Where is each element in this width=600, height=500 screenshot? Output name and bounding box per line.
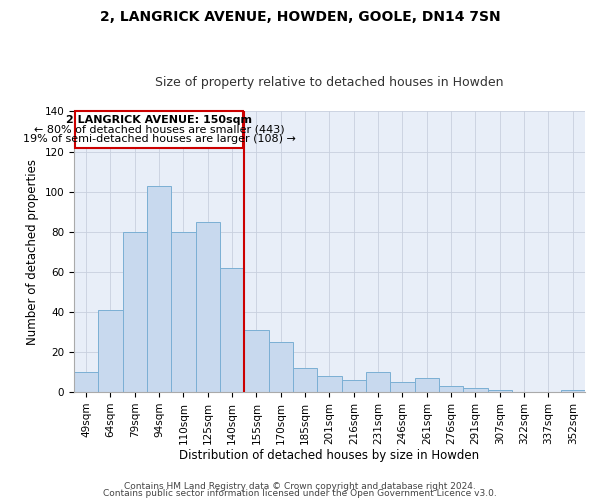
Bar <box>293 368 317 392</box>
Bar <box>171 232 196 392</box>
Bar <box>74 372 98 392</box>
Bar <box>269 342 293 392</box>
Text: 19% of semi-detached houses are larger (108) →: 19% of semi-detached houses are larger (… <box>23 134 296 143</box>
Bar <box>439 386 463 392</box>
Bar <box>196 222 220 392</box>
Bar <box>317 376 341 392</box>
Bar <box>122 232 147 392</box>
Bar <box>98 310 122 392</box>
Text: Contains HM Land Registry data © Crown copyright and database right 2024.: Contains HM Land Registry data © Crown c… <box>124 482 476 491</box>
Text: 2 LANGRICK AVENUE: 150sqm: 2 LANGRICK AVENUE: 150sqm <box>66 114 252 124</box>
Bar <box>560 390 585 392</box>
Y-axis label: Number of detached properties: Number of detached properties <box>26 159 39 345</box>
Bar <box>147 186 171 392</box>
X-axis label: Distribution of detached houses by size in Howden: Distribution of detached houses by size … <box>179 450 479 462</box>
Bar <box>391 382 415 392</box>
Bar <box>488 390 512 392</box>
Bar <box>415 378 439 392</box>
Text: ← 80% of detached houses are smaller (443): ← 80% of detached houses are smaller (44… <box>34 124 284 134</box>
Text: Contains public sector information licensed under the Open Government Licence v3: Contains public sector information licen… <box>103 490 497 498</box>
Bar <box>341 380 366 392</box>
Title: Size of property relative to detached houses in Howden: Size of property relative to detached ho… <box>155 76 504 90</box>
Bar <box>220 268 244 392</box>
Bar <box>366 372 391 392</box>
Text: 2, LANGRICK AVENUE, HOWDEN, GOOLE, DN14 7SN: 2, LANGRICK AVENUE, HOWDEN, GOOLE, DN14 … <box>100 10 500 24</box>
FancyBboxPatch shape <box>75 112 243 148</box>
Bar <box>244 330 269 392</box>
Bar <box>463 388 488 392</box>
